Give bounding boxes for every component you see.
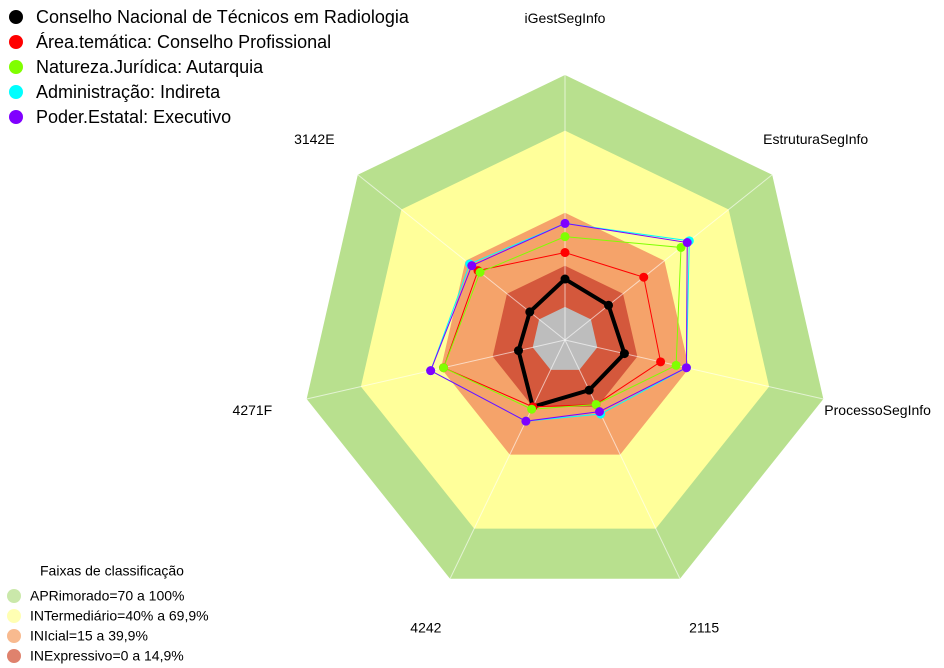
point <box>513 346 523 356</box>
point <box>671 360 681 370</box>
point <box>521 416 531 426</box>
spoke <box>449 339 566 579</box>
series-line <box>430 222 688 422</box>
point <box>676 242 686 252</box>
legend-label: Área.temática: Conselho Profissional <box>36 32 331 52</box>
legend-marker <box>9 110 23 124</box>
series-line <box>442 252 662 408</box>
band-legend-label: INTermediário=40% a 69,9% <box>30 608 209 624</box>
band-legend-label: INExpressivo=0 a 14,9% <box>30 648 184 664</box>
axis-label: EstruturaSegInfo <box>763 131 868 147</box>
point <box>467 261 477 271</box>
point <box>560 232 570 242</box>
point <box>560 218 570 228</box>
point <box>475 267 485 277</box>
band-legend-label: INIcial=15 a 39,9% <box>30 628 148 644</box>
legend-marker <box>9 10 23 24</box>
point <box>639 272 649 282</box>
band-legend-label: APRimorado=70 a 100% <box>30 588 185 604</box>
axis-label: ProcessoSegInfo <box>824 402 931 418</box>
point <box>604 300 614 310</box>
legend-label: Conselho Nacional de Técnicos em Radiolo… <box>36 7 410 27</box>
point <box>426 366 436 376</box>
legend-label: Administração: Indireta <box>36 82 221 102</box>
bands-title: Faixas de classificação <box>40 563 184 579</box>
point <box>584 385 594 395</box>
point <box>527 404 537 414</box>
axis-label: 3142E <box>294 131 334 147</box>
legend-marker <box>9 60 23 74</box>
legend-label: Natureza.Jurídica: Autarquia <box>36 57 264 77</box>
band-legend-marker <box>7 649 21 663</box>
legend-marker <box>9 85 23 99</box>
legend-label: Poder.Estatal: Executivo <box>36 107 231 127</box>
axis-label: 4242 <box>410 620 441 636</box>
point <box>656 357 666 367</box>
series-line <box>430 222 690 422</box>
spoke <box>564 174 773 341</box>
legend-marker <box>9 35 23 49</box>
point <box>560 274 570 284</box>
axis-label: 4271F <box>233 402 273 418</box>
point <box>591 399 601 409</box>
band-legend-marker <box>7 629 21 643</box>
point <box>525 307 535 317</box>
series-line <box>442 236 682 410</box>
point <box>682 238 692 248</box>
point <box>560 248 570 258</box>
point <box>594 407 604 417</box>
point <box>439 363 449 373</box>
band-legend-marker <box>7 609 21 623</box>
spoke <box>564 339 824 400</box>
axis-label: iGestSegInfo <box>525 10 606 26</box>
band-legend-marker <box>7 589 21 603</box>
point <box>681 363 691 373</box>
spoke <box>564 339 681 579</box>
series-line <box>516 276 627 410</box>
axis-label: 2115 <box>689 620 719 636</box>
point <box>619 349 629 359</box>
